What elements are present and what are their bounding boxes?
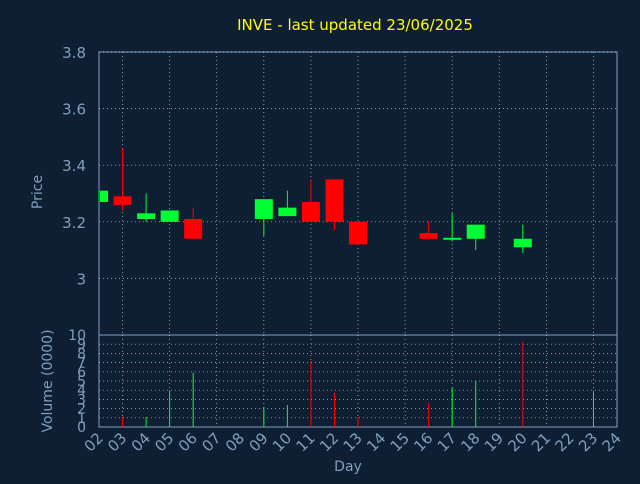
candle-body	[100, 190, 108, 202]
candle-body	[513, 238, 532, 248]
x-tick-label: 18	[457, 429, 483, 455]
volume-tick-label: 6	[77, 365, 86, 381]
x-tick-label: 21	[528, 429, 554, 455]
volume-tick-label: 8	[77, 346, 86, 362]
price-tick-label: 3.6	[62, 101, 86, 119]
price-tick-label: 3.8	[62, 44, 86, 62]
candle-body	[184, 218, 203, 239]
x-tick-label: 12	[316, 429, 342, 455]
x-tick-label: 23	[575, 429, 601, 455]
volume-tick-label: 4	[77, 383, 86, 399]
candle-body	[466, 224, 485, 239]
x-tick-label: 07	[198, 429, 224, 455]
x-tick-label: 22	[552, 429, 578, 455]
candle-body	[254, 199, 273, 219]
candle-body	[419, 233, 438, 239]
x-tick-label: 06	[175, 429, 201, 455]
x-tick-label: 15	[387, 429, 413, 455]
volume-tick-label: 5	[77, 374, 86, 390]
price-tick-label: 3.2	[62, 214, 86, 232]
x-axis-label: Day	[334, 459, 362, 475]
candle-body	[325, 179, 344, 222]
volume-tick-label: 3	[77, 392, 86, 408]
price-tick-label: 3.4	[62, 157, 86, 175]
x-tick-label: 19	[481, 429, 507, 455]
candle-body	[301, 201, 320, 222]
volume-axis-label: Volume (0000)	[40, 329, 56, 432]
chart-title: INVE - last updated 23/06/2025	[237, 16, 473, 34]
x-tick-label: 11	[293, 429, 319, 455]
candle-body	[113, 196, 132, 205]
x-tick-label: 17	[434, 429, 460, 455]
volume-panel: 1098765432100203040506070809101112131415…	[68, 328, 625, 455]
candle-body	[137, 213, 156, 219]
x-tick-label: 09	[245, 429, 271, 455]
x-tick-label: 03	[104, 429, 130, 455]
x-tick-label: 13	[340, 429, 366, 455]
x-tick-label: 14	[363, 429, 389, 455]
candle-body	[160, 210, 179, 222]
volume-tick-label: 2	[77, 402, 86, 418]
price-axis-label: Price	[30, 175, 46, 209]
candle-body	[349, 221, 367, 245]
volume-tick-label: 9	[77, 337, 86, 353]
volume-tick-label: 10	[68, 328, 86, 344]
volume-tick-label: 1	[77, 411, 86, 427]
x-tick-label: 05	[151, 429, 177, 455]
x-tick-label: 24	[599, 429, 625, 455]
x-tick-label: 04	[128, 429, 154, 455]
price-tick-label: 3	[76, 270, 86, 288]
x-tick-label: 16	[410, 429, 436, 455]
volume-tick-label: 0	[77, 420, 86, 436]
price-panel: 3.8 3.6 3.4 3.2 3	[62, 44, 618, 336]
x-tick-label: 10	[269, 429, 295, 455]
candle-body	[278, 207, 297, 217]
x-tick-label: 08	[222, 429, 248, 455]
volume-tick-label: 7	[77, 356, 86, 372]
candle-body	[443, 237, 462, 240]
x-tick-label: 20	[504, 429, 530, 455]
